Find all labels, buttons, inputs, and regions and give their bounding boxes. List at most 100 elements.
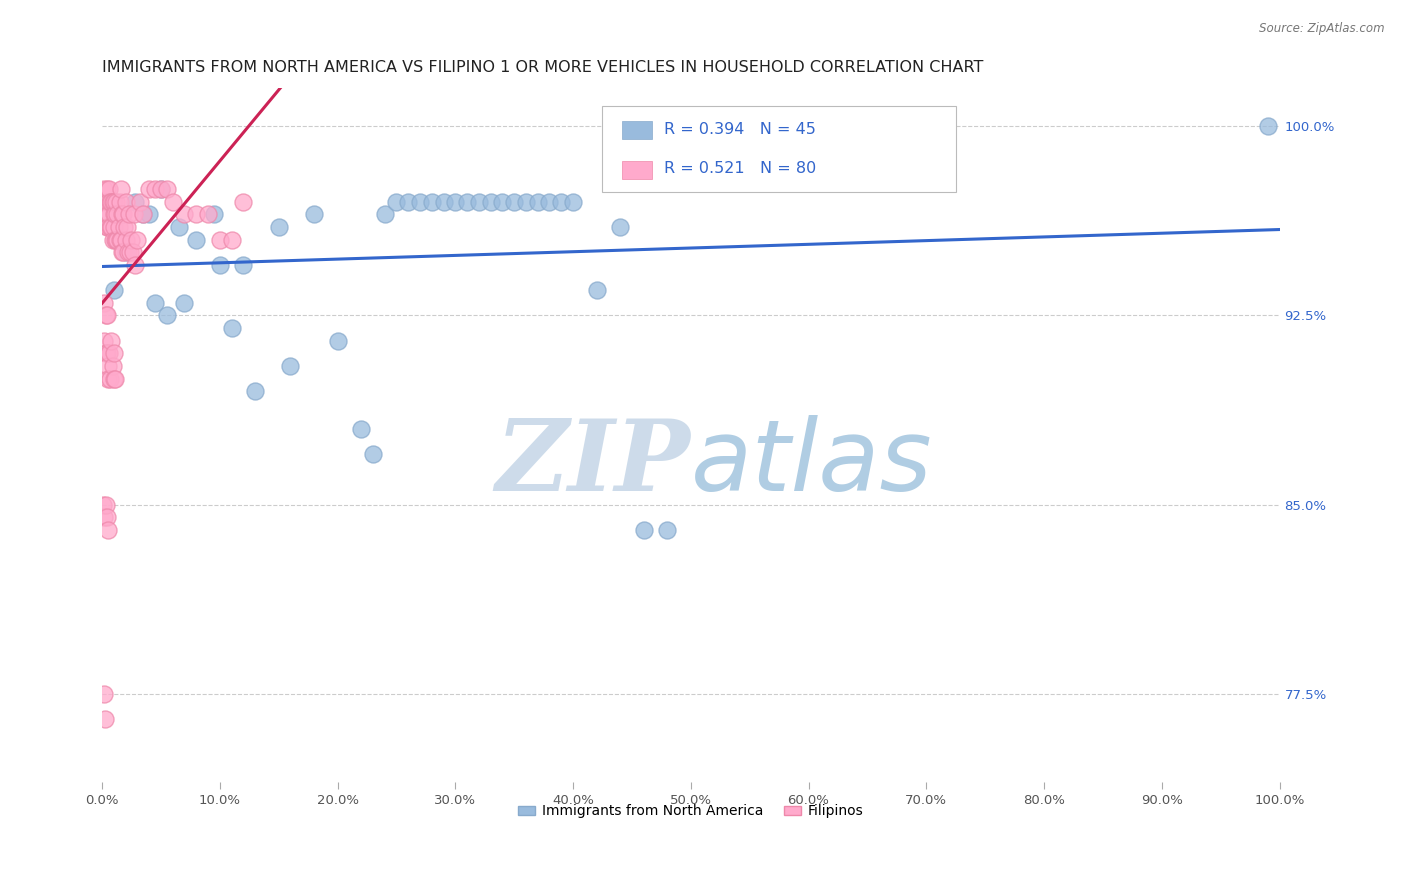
Point: [98, 194, 121, 209]
Point: [112, 220, 135, 235]
Point: [138, 182, 160, 196]
Point: [98, 182, 121, 196]
Point: [98, 207, 121, 221]
Point: [127, 233, 149, 247]
Point: [479, 194, 502, 209]
Point: [138, 207, 160, 221]
Point: [186, 207, 208, 221]
Point: [515, 194, 537, 209]
Text: R = 0.394   N = 45: R = 0.394 N = 45: [664, 121, 815, 136]
Point: [143, 182, 166, 196]
Point: [112, 245, 135, 260]
Point: [243, 384, 266, 398]
Point: [97, 220, 120, 235]
Point: [93, 334, 115, 348]
Point: [232, 194, 254, 209]
Point: [117, 245, 139, 260]
Point: [97, 359, 120, 373]
Point: [208, 258, 231, 272]
Point: [94, 207, 117, 221]
Point: [609, 220, 631, 235]
Point: [456, 194, 478, 209]
Point: [105, 233, 128, 247]
FancyBboxPatch shape: [603, 105, 956, 193]
Point: [104, 233, 127, 247]
Point: [97, 371, 120, 385]
Point: [156, 182, 179, 196]
Point: [97, 194, 120, 209]
Point: [111, 207, 134, 221]
Point: [96, 309, 118, 323]
Point: [302, 207, 325, 221]
Point: [100, 220, 122, 235]
Point: [280, 359, 302, 373]
Point: [101, 233, 124, 247]
Point: [118, 207, 141, 221]
Point: [101, 194, 124, 209]
Text: atlas: atlas: [690, 415, 932, 512]
Point: [96, 220, 118, 235]
Point: [124, 258, 146, 272]
Point: [202, 207, 225, 221]
Point: [96, 510, 118, 524]
Point: [107, 220, 129, 235]
Text: Source: ZipAtlas.com: Source: ZipAtlas.com: [1260, 22, 1385, 36]
Point: [94, 712, 117, 726]
Point: [104, 207, 127, 221]
Point: [110, 182, 132, 196]
Text: IMMIGRANTS FROM NORTH AMERICA VS FILIPINO 1 OR MORE VEHICLES IN HOUSEHOLD CORREL: IMMIGRANTS FROM NORTH AMERICA VS FILIPIN…: [103, 60, 983, 75]
Point: [585, 283, 607, 297]
Point: [108, 207, 131, 221]
Point: [91, 498, 114, 512]
Point: [149, 182, 172, 196]
Point: [197, 207, 219, 221]
Point: [115, 220, 138, 235]
Point: [98, 346, 121, 360]
Point: [108, 233, 131, 247]
Point: [162, 194, 184, 209]
Point: [105, 233, 128, 247]
Point: [562, 194, 585, 209]
Point: [132, 207, 155, 221]
FancyBboxPatch shape: [623, 121, 652, 139]
Point: [385, 194, 408, 209]
Point: [110, 233, 132, 247]
Point: [101, 359, 124, 373]
Point: [96, 182, 118, 196]
Point: [103, 346, 125, 360]
Point: [232, 258, 254, 272]
Point: [105, 207, 128, 221]
Point: [94, 309, 117, 323]
Point: [186, 233, 208, 247]
Point: [468, 194, 491, 209]
Point: [104, 371, 127, 385]
Point: [114, 233, 136, 247]
Point: [1257, 119, 1279, 133]
Point: [128, 194, 150, 209]
Point: [374, 207, 396, 221]
Point: [173, 207, 195, 221]
Point: [96, 346, 118, 360]
Point: [121, 233, 143, 247]
Text: R = 0.521   N = 80: R = 0.521 N = 80: [664, 161, 815, 177]
Point: [132, 207, 155, 221]
Point: [93, 510, 115, 524]
Point: [120, 245, 142, 260]
Point: [409, 194, 432, 209]
Point: [396, 194, 419, 209]
Point: [491, 194, 513, 209]
Point: [167, 220, 190, 235]
Point: [538, 194, 561, 209]
Point: [124, 194, 146, 209]
Point: [221, 321, 243, 335]
Point: [103, 207, 125, 221]
Point: [114, 194, 136, 209]
Legend: Immigrants from North America, Filipinos: Immigrants from North America, Filipinos: [513, 799, 869, 824]
Point: [149, 182, 172, 196]
FancyBboxPatch shape: [623, 161, 652, 179]
Point: [173, 295, 195, 310]
Point: [432, 194, 454, 209]
Point: [100, 334, 122, 348]
Point: [114, 245, 136, 260]
Point: [105, 194, 128, 209]
